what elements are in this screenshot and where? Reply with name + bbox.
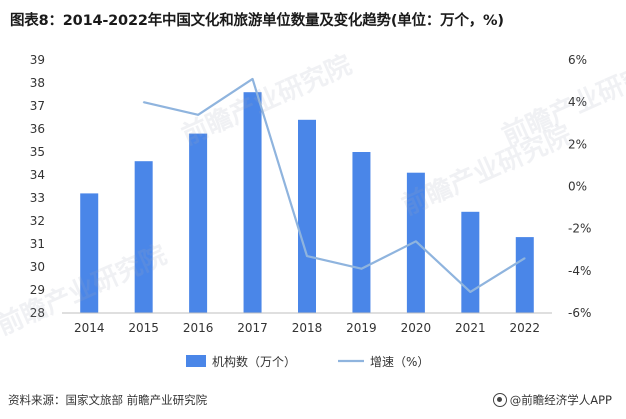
line-point-2016 [197,114,199,116]
brand-text: @前瞻经济学人APP [509,393,612,407]
bar-2022 [515,237,534,313]
left-tick-label: 31 [30,237,45,251]
left-tick-label: 33 [30,191,45,205]
right-tick-label: 6% [568,53,587,67]
x-tick-label: 2017 [237,321,268,335]
x-tick-label: 2016 [183,321,214,335]
legend: 机构数（万个） 增速（%） [186,354,429,369]
chart-title: 图表8：2014-2022年中国文化和旅游单位数量及变化趋势(单位：万个，%) [10,13,504,29]
legend-label-bar: 机构数（万个） [212,354,296,369]
line-point-2019 [360,267,363,270]
x-axis: 2014 2015 2016 2017 2018 2019 2020 2021 2022 [74,321,540,335]
left-tick-label: 29 [30,283,45,297]
line-point-2022 [523,257,526,259]
right-tick-label: 0% [568,180,587,194]
bar-2015 [134,161,153,313]
line-point-2020 [415,240,417,243]
bar-2021 [461,211,480,313]
bar-series [80,92,534,313]
x-tick-label: 2020 [401,321,432,335]
left-tick-label: 38 [30,76,45,90]
line-series [142,77,526,294]
bar-2020 [406,172,425,313]
left-tick-label: 28 [30,306,45,320]
line-point-2015 [142,101,145,103]
right-tick-label: -6% [568,306,591,320]
x-tick-label: 2018 [292,321,323,335]
bar-2016 [189,133,208,313]
brand-logo-icon [492,393,507,407]
left-tick-label: 39 [30,53,45,67]
x-tick-label: 2021 [455,321,486,335]
x-tick-label: 2015 [128,321,159,335]
left-tick-label: 34 [30,168,45,182]
right-tick-label: -4% [568,264,591,278]
right-axis: -6% -4% -2% 0% 2% 4% 6% [568,53,591,320]
bar-2019 [352,152,371,313]
left-tick-label: 35 [30,145,45,159]
line-point-2018 [306,255,308,257]
growth-line [143,77,526,294]
x-tick-label: 2014 [74,321,105,335]
source-text: 资料来源：国家文旅部 前瞻产业研究院 [8,393,208,407]
line-point-2021 [469,291,472,293]
line-point-2017 [251,78,254,80]
left-tick-label: 30 [30,260,45,274]
legend-swatch-bar [186,355,206,367]
left-axis: 28 29 30 31 32 33 34 35 36 37 38 39 [30,53,45,320]
x-tick-label: 2022 [510,321,541,335]
left-tick-label: 37 [30,99,45,113]
left-tick-label: 36 [30,122,45,136]
right-tick-label: -2% [568,222,591,236]
legend-label-line: 增速（%） [370,355,429,369]
right-tick-label: 2% [568,137,587,151]
x-tick-label: 2019 [346,321,377,335]
bar-2014 [80,193,99,313]
bar-2017 [243,92,262,313]
right-tick-label: 4% [568,95,587,109]
combo-chart: 28 29 30 31 32 33 34 35 36 37 38 39 -6% -4% -2% 0% 2% 4%… [30,53,592,369]
left-tick-label: 32 [30,214,45,228]
footer: 资料来源：国家文旅部 前瞻产业研究院 @前瞻经济学人APP [8,390,618,410]
brand: @前瞻经济学人APP [492,390,612,410]
bar-2018 [298,119,316,313]
